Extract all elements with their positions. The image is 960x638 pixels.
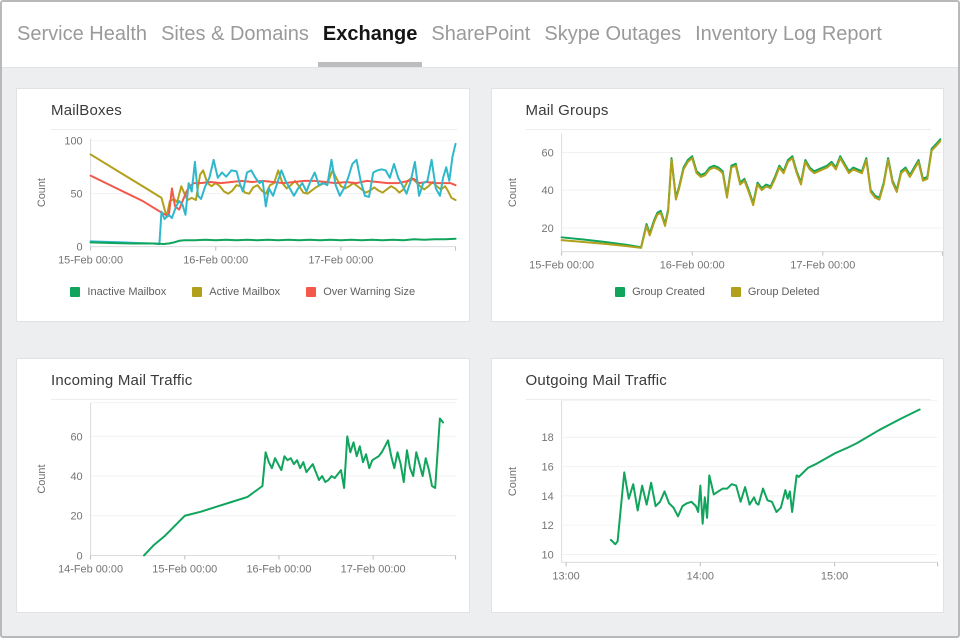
legend-color-swatch [730, 287, 741, 297]
x-tick-label: 16-Feb 00:00 [183, 255, 248, 267]
x-tick-label: 13:00 [552, 570, 579, 582]
mail-groups-legend: Group Created Group Deleted [492, 286, 944, 298]
y-tick-label: 10 [541, 549, 553, 561]
panel-title: Mail Groups [525, 102, 609, 119]
x-tick-label: 15-Feb 00:00 [58, 255, 123, 267]
tab-sharepoint[interactable]: SharePoint [431, 23, 531, 45]
y-tick-label: 100 [64, 136, 82, 148]
y-tick-label: 60 [70, 431, 82, 443]
tab-inventory-log-report[interactable]: Inventory Log Report [695, 23, 882, 45]
legend-label: Group Deleted [747, 286, 820, 298]
legend-item-over-warning-size[interactable]: Over Warning Size [306, 286, 415, 298]
y-tick-label: 16 [541, 462, 553, 474]
legend-color-swatch [306, 287, 317, 297]
x-tick-label: 15:00 [820, 570, 847, 582]
x-tick-label: 15-Feb 00:00 [152, 563, 217, 575]
panel-title: Outgoing Mail Traffic [525, 372, 667, 389]
panel-title: Incoming Mail Traffic [51, 372, 193, 389]
y-tick-label: 20 [541, 223, 553, 235]
title-divider [525, 129, 931, 130]
series-line-group-created [560, 138, 941, 249]
mailboxes-legend: Inactive Mailbox Active Mailbox Over War… [17, 286, 469, 298]
y-tick-label: 50 [70, 189, 82, 201]
panel-title: MailBoxes [51, 102, 122, 119]
series-line-group-deleted [560, 140, 941, 249]
y-tick-label: 0 [77, 242, 83, 254]
legend-label: Group Created [632, 286, 705, 298]
tab-bar: Service Health Sites & Domains Exchange … [2, 2, 958, 68]
series-line-active-mailbox [89, 153, 457, 218]
y-tick-label: 12 [541, 520, 553, 532]
series-line-incoming-mail [143, 417, 445, 557]
y-tick-label: 60 [541, 147, 553, 159]
series-line-inactive-mailbox [89, 237, 457, 245]
legend-item-group-created[interactable]: Group Created [615, 286, 705, 298]
legend-color-swatch [70, 287, 81, 297]
legend-label: Active Mailbox [209, 286, 281, 298]
tab-skype-outages[interactable]: Skype Outages [544, 23, 682, 45]
x-tick-label: 17-Feb 00:00 [790, 259, 855, 271]
series-line-outgoing-mail [609, 408, 921, 546]
x-tick-label: 14-Feb 00:00 [58, 563, 123, 575]
x-tick-label: 14:00 [686, 570, 713, 582]
mail-groups-chart[interactable]: 20 40 60 15-Feb 00:00 16-Feb 00:00 17-Feb 00:… [492, 89, 944, 321]
y-tick-label: 14 [541, 491, 553, 503]
incoming-mail-traffic-panel: Incoming Mail Traffic 0 20 40 60 14-Feb 00:0… [16, 358, 470, 613]
tab-exchange[interactable]: Exchange [316, 2, 424, 67]
series-line-unlabeled [89, 142, 457, 245]
mailboxes-panel: MailBoxes 0 50 100 15-Feb 00:00 16-Feb 00:00… [16, 88, 470, 322]
legend-color-swatch [615, 287, 626, 297]
y-tick-label: 40 [541, 185, 553, 197]
incoming-mail-traffic-chart[interactable]: 0 20 40 60 14-Feb 00:00 15-Feb 00:00 16-Feb 00… [17, 359, 469, 612]
tab-sites-domains[interactable]: Sites & Domains [161, 23, 309, 45]
x-tick-label: 16-Feb 00:00 [246, 563, 311, 575]
title-divider [525, 399, 931, 400]
mailboxes-chart[interactable]: 0 50 100 15-Feb 00:00 16-Feb 00:00 17-Feb 00:… [17, 89, 469, 321]
title-divider [51, 399, 457, 400]
y-axis-title: Count [506, 178, 518, 207]
y-tick-label: 0 [77, 550, 83, 562]
mail-groups-panel: Mail Groups 20 40 60 15-Feb 00:00 16-Feb 00:… [490, 88, 944, 322]
y-axis-title: Count [36, 178, 48, 207]
title-divider [51, 129, 457, 130]
y-axis-title: Count [36, 465, 48, 494]
legend-item-inactive-mailbox[interactable]: Inactive Mailbox [70, 286, 166, 298]
tab-service-health[interactable]: Service Health [17, 23, 148, 45]
active-tab-underline [317, 62, 423, 67]
y-tick-label: 40 [70, 471, 82, 483]
x-tick-label: 15-Feb 00:00 [529, 259, 594, 271]
legend-label: Over Warning Size [323, 286, 416, 298]
x-tick-label: 17-Feb 00:00 [341, 563, 406, 575]
outgoing-mail-traffic-chart[interactable]: 10 12 14 16 18 13:00 14:00 15:00 Count [492, 359, 944, 612]
y-axis-title: Count [506, 467, 518, 496]
outgoing-mail-traffic-panel: Outgoing Mail Traffic 10 12 14 16 18 13:00 14:… [490, 358, 944, 613]
y-tick-label: 18 [541, 432, 553, 444]
tab-exchange-label: Exchange [322, 23, 418, 45]
x-tick-label: 17-Feb 00:00 [308, 255, 373, 267]
legend-item-group-deleted[interactable]: Group Deleted [730, 286, 820, 298]
legend-label: Inactive Mailbox [87, 286, 167, 298]
legend-item-active-mailbox[interactable]: Active Mailbox [192, 286, 280, 298]
dashboard-grid: MailBoxes 0 50 100 15-Feb 00:00 16-Feb 00:00… [2, 68, 958, 613]
x-tick-label: 16-Feb 00:00 [659, 259, 724, 271]
y-tick-label: 20 [70, 511, 82, 523]
legend-color-swatch [192, 287, 203, 297]
